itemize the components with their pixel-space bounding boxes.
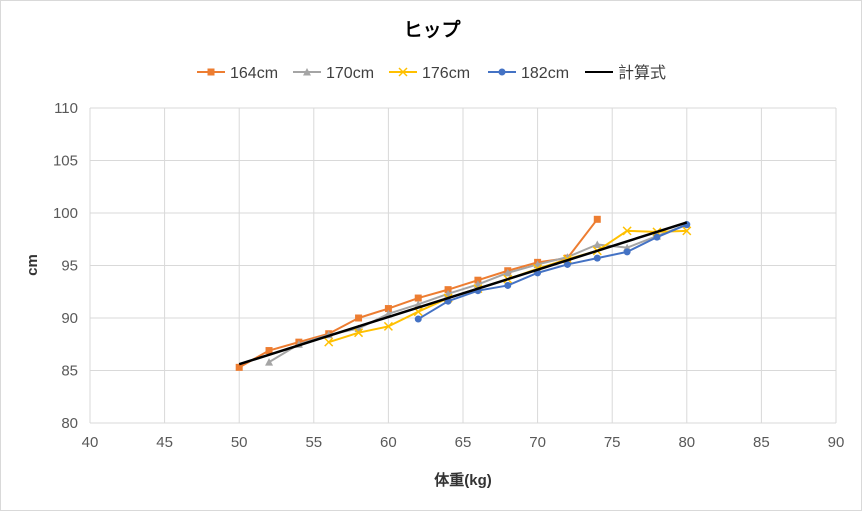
series-line	[238, 218, 599, 369]
legend: 164cm 170cm 176cm 182cm 計算式	[197, 63, 666, 82]
triangle-marker	[593, 240, 602, 248]
series-182cm	[414, 221, 691, 323]
y-tick-label: 80	[61, 415, 78, 432]
square-marker	[235, 363, 243, 371]
square-marker	[384, 305, 392, 313]
x-tick-label: 85	[753, 434, 770, 451]
y-tick-label: 110	[54, 100, 78, 117]
x-tick-label: 65	[455, 434, 472, 451]
legend-label: 182cm	[521, 65, 569, 82]
y-tick-label: 95	[61, 258, 78, 275]
x-tick-label: 50	[231, 434, 248, 451]
legend-label: 176cm	[422, 65, 470, 82]
chart-title: ヒップ	[403, 18, 461, 41]
square-marker	[474, 276, 482, 284]
square-marker	[593, 215, 601, 223]
x-marker	[354, 328, 364, 338]
circle-marker	[623, 248, 631, 256]
circle-marker	[498, 68, 506, 76]
x-marker	[622, 226, 632, 236]
legend-item: 164cm	[197, 65, 278, 82]
triangle-marker	[303, 68, 311, 76]
circle-marker	[504, 281, 512, 289]
x-tick-label: 45	[156, 434, 173, 451]
square-marker	[444, 286, 452, 294]
series-line	[238, 221, 688, 366]
series-group	[235, 215, 692, 371]
square-marker	[207, 68, 215, 76]
legend-item: 計算式	[585, 63, 666, 82]
x-tick-label: 75	[604, 434, 621, 451]
x-tick-label: 80	[678, 434, 695, 451]
circle-marker	[653, 233, 661, 241]
x-tick-label: 55	[305, 434, 322, 451]
tick-labels: 40 45 50 55 60 65 70 75 80 85 90 80 85 90 95 100 105 110	[53, 100, 844, 451]
series-line	[417, 223, 688, 320]
y-axis-label: cm	[24, 254, 41, 276]
y-tick-label: 85	[61, 363, 78, 380]
legend-label: 164cm	[230, 65, 278, 82]
y-tick-label: 90	[61, 310, 78, 327]
triangle-marker	[503, 268, 512, 277]
gridlines	[89, 107, 837, 424]
x-tick-label: 90	[828, 434, 845, 451]
square-marker	[355, 314, 363, 322]
square-marker	[414, 294, 422, 302]
x-marker	[383, 321, 393, 331]
x-axis-label: 体重(kg)	[434, 471, 492, 489]
legend-label: 計算式	[618, 63, 666, 82]
x-marker	[682, 226, 692, 236]
series-計算式	[238, 221, 688, 366]
square-marker	[265, 347, 273, 355]
legend-item: 176cm	[389, 65, 470, 82]
triangle-marker	[265, 358, 274, 366]
y-tick-label: 100	[53, 205, 78, 222]
x-marker	[324, 337, 334, 347]
circle-marker	[593, 254, 601, 262]
circle-marker	[414, 315, 422, 323]
circle-marker	[563, 260, 571, 268]
legend-item: 170cm	[293, 65, 374, 82]
legend-item: 182cm	[488, 65, 569, 82]
legend-label: 170cm	[326, 65, 374, 82]
x-tick-label: 60	[380, 434, 397, 451]
x-tick-label: 70	[529, 434, 546, 451]
x-marker	[398, 67, 408, 77]
x-tick-label: 40	[82, 434, 99, 451]
y-tick-label: 105	[53, 153, 78, 170]
